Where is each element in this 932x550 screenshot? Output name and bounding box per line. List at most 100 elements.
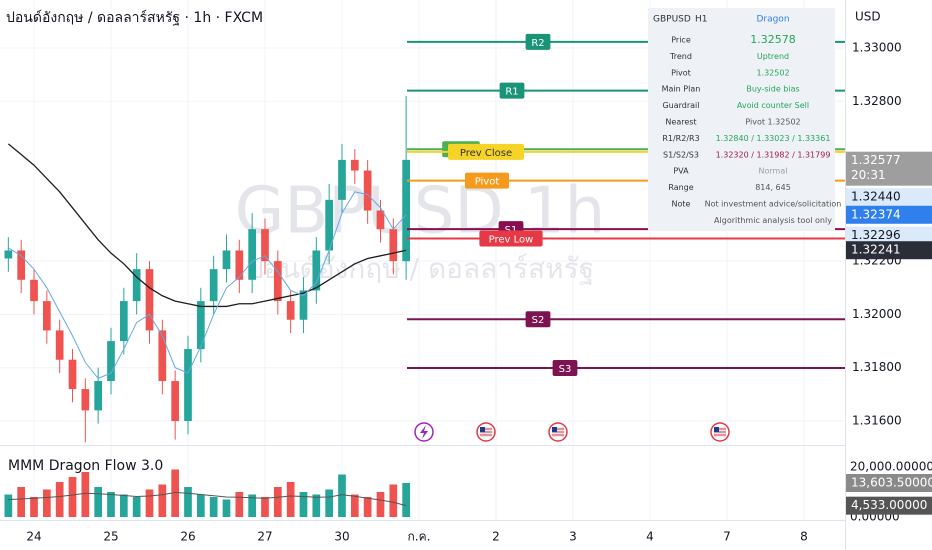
panel-row-label: Price xyxy=(671,36,691,45)
volume-bar xyxy=(158,484,167,517)
candle-body xyxy=(363,170,372,211)
level-label: S3 xyxy=(559,364,572,375)
volume-bar xyxy=(184,487,192,517)
level-label-box xyxy=(479,230,543,247)
candle-body xyxy=(325,199,333,251)
volume-bar xyxy=(55,482,64,517)
panel-row-label: Guardrail xyxy=(662,101,699,110)
level-label: R1 xyxy=(505,87,518,98)
price-badge-label: 1.32296 xyxy=(851,228,901,242)
volume-badge-label: 4,533.00000 xyxy=(851,498,927,512)
candle-body xyxy=(184,349,192,422)
volume-bar xyxy=(248,494,257,517)
price-badge-label: 1.32241 xyxy=(851,243,901,257)
x-tick-label: 4 xyxy=(646,530,654,544)
candle-body xyxy=(209,269,218,302)
candle-body xyxy=(55,330,64,360)
x-tick-label: 27 xyxy=(257,530,272,544)
panel-row-value: 1.32320 / 1.31982 / 1.31799 xyxy=(716,150,831,159)
level-label-box xyxy=(525,33,551,50)
level-label: S2 xyxy=(532,315,545,326)
volume-bar xyxy=(94,487,103,517)
price-badge-label: 1.32577 xyxy=(851,153,901,167)
price-badge xyxy=(846,205,932,224)
candle-body xyxy=(389,229,398,262)
y-tick-label: 1.32000 xyxy=(852,307,902,321)
panel-row-label: Trend xyxy=(669,52,692,61)
candle-body xyxy=(402,159,410,262)
volume-bar xyxy=(107,492,115,517)
panel-timeframe: H1 xyxy=(695,15,708,25)
panel-row-label: Range xyxy=(668,183,693,192)
level-label-box xyxy=(499,82,525,99)
x-tick-label: 2 xyxy=(492,530,500,544)
level-label: Prev Close xyxy=(460,148,512,159)
candle-body xyxy=(158,330,167,382)
panel-footer: Algorithmic analysis tool only xyxy=(714,216,832,225)
panel-symbol: GBPUSD xyxy=(653,15,691,25)
price-badge xyxy=(846,241,932,260)
volume-bar xyxy=(4,494,13,517)
event-icons xyxy=(414,422,730,442)
volume-bar xyxy=(363,497,372,517)
chart-title: ปอนด์อังกฤษ / ดอลลาร์สหรัฐ · 1h · FXCM xyxy=(6,9,263,26)
panel-row-value: Avoid counter Sell xyxy=(737,101,809,110)
candle-body xyxy=(132,269,141,302)
volume-bar xyxy=(222,499,231,517)
volume-pane xyxy=(4,469,410,517)
x-tick-label: 25 xyxy=(103,530,118,544)
volume-bar xyxy=(286,482,295,517)
panel-background xyxy=(648,8,835,231)
candle-body xyxy=(119,301,128,342)
candle-body xyxy=(4,250,13,259)
x-tick-label: 7 xyxy=(723,530,731,544)
x-tick-label: 3 xyxy=(569,530,577,544)
price-badge xyxy=(846,188,932,207)
candle-body xyxy=(94,381,103,411)
volume-bar xyxy=(235,492,244,517)
panel-row-value: 1.32578 xyxy=(750,33,796,46)
candle-body xyxy=(312,250,321,291)
volume-bar xyxy=(376,492,385,517)
volume-bar xyxy=(171,469,180,517)
volume-bar xyxy=(68,477,77,517)
panel-row-label: R1/R2/R3 xyxy=(662,134,699,143)
candle-body xyxy=(222,250,231,270)
y-tick-label: 1.31800 xyxy=(852,360,902,374)
candle-body xyxy=(376,210,385,230)
volume-bar xyxy=(273,487,282,517)
candle-body xyxy=(261,229,269,262)
panel-row-label: Nearest xyxy=(665,118,696,127)
level-label-box xyxy=(448,143,524,160)
volume-tick-label: 20,000.00000 xyxy=(850,460,932,474)
panel-name: Dragon xyxy=(756,15,789,25)
volume-bar xyxy=(209,497,218,517)
volume-bar xyxy=(145,489,154,517)
candle-body xyxy=(299,290,308,320)
candle-body xyxy=(68,359,77,390)
panel-row-label: Note xyxy=(672,200,691,209)
candle-body xyxy=(30,279,38,302)
level-label: Prev Low xyxy=(489,234,534,245)
candle-body xyxy=(81,389,90,411)
candle-body xyxy=(42,301,51,331)
level-label: R2 xyxy=(531,38,544,49)
price-badge-label: 1.32374 xyxy=(851,207,901,221)
candle-body xyxy=(196,301,205,350)
volume-bar xyxy=(42,489,51,517)
candle-body xyxy=(338,159,346,200)
candle-body xyxy=(235,250,244,280)
panel-row-value: Pivot 1.32502 xyxy=(745,118,800,127)
panel-row-label: Main Plan xyxy=(662,85,701,94)
volume-badge xyxy=(846,473,932,492)
volume-bar xyxy=(196,494,205,517)
volume-bar xyxy=(389,484,398,517)
x-tick-label: ก.ค. xyxy=(408,530,431,544)
candle-body xyxy=(17,250,26,280)
level-label-box xyxy=(525,311,551,328)
volume-bar xyxy=(30,497,38,517)
volume-bar xyxy=(132,497,141,517)
volume-bar xyxy=(325,489,333,517)
x-tick-label: 30 xyxy=(334,530,349,544)
